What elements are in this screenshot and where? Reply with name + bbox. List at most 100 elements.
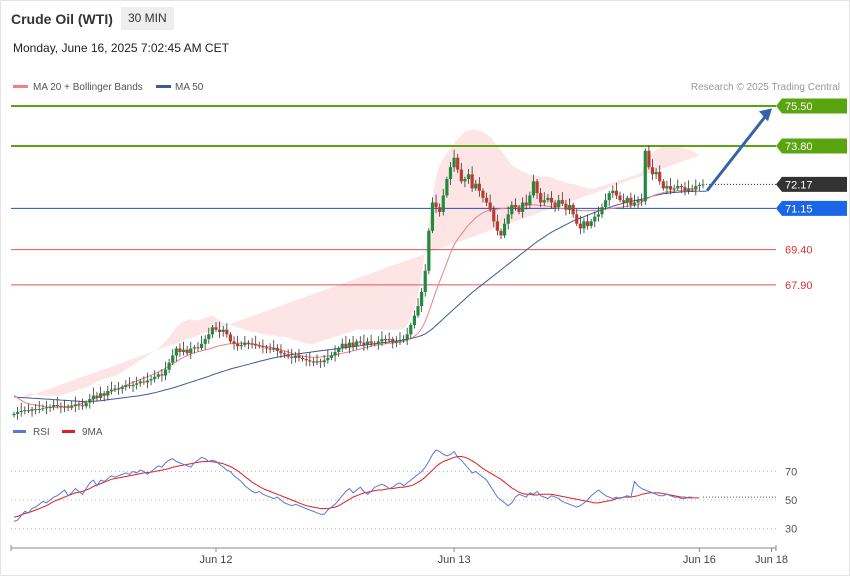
candle-body [647, 150, 651, 168]
candle-body [578, 223, 582, 229]
candle-body [391, 339, 395, 343]
candle [521, 197, 525, 218]
candle [300, 355, 305, 362]
candle [513, 198, 518, 211]
candle [466, 169, 471, 184]
candle [210, 324, 215, 338]
candle [546, 194, 550, 203]
candle [506, 206, 510, 230]
candle [88, 393, 92, 409]
candle [373, 340, 377, 347]
candle [355, 339, 359, 350]
candle-body [308, 360, 312, 362]
candle [441, 188, 445, 216]
candle-body [456, 157, 460, 170]
candle-body [293, 355, 297, 358]
candle [239, 341, 243, 350]
candle [380, 331, 384, 347]
candle-body [214, 327, 218, 330]
candle-body [438, 207, 442, 212]
candle [611, 185, 615, 198]
candle [593, 211, 597, 228]
candle [416, 298, 420, 318]
candle [456, 154, 460, 174]
candle [535, 178, 539, 199]
candle [214, 322, 218, 333]
candle-body [88, 399, 92, 403]
candle-body [355, 341, 359, 347]
candle-body [199, 343, 204, 349]
candle-body [658, 171, 662, 182]
candle-body [149, 379, 153, 381]
candle-body [650, 167, 655, 175]
candle-body [398, 340, 402, 342]
candle [246, 340, 251, 350]
rsi-tick-50: 50 [785, 495, 797, 507]
candle-body [210, 327, 215, 335]
candle [510, 201, 514, 220]
candle [376, 336, 380, 350]
candle-body [380, 339, 384, 342]
last-price-label: 72.17 [776, 176, 847, 192]
candle-body [52, 404, 56, 407]
candle [434, 194, 438, 214]
resistance-1-label-badge [776, 138, 847, 154]
candle [412, 310, 417, 329]
candle-body [600, 207, 604, 215]
last-price-label-badge [776, 176, 847, 192]
candle-body [48, 406, 52, 408]
candle [625, 195, 629, 208]
candle [643, 148, 647, 205]
rsi-legend-swatch [13, 430, 26, 433]
candle [369, 334, 373, 347]
candle [91, 387, 95, 404]
candle-body [679, 186, 683, 188]
ma50-line [13, 190, 707, 402]
candle-body [629, 197, 633, 205]
candle [358, 336, 362, 345]
candle-body [19, 410, 23, 413]
candle-body [138, 381, 142, 384]
candle [70, 400, 74, 411]
candle [604, 193, 608, 210]
candle-body [257, 345, 261, 347]
candle [98, 386, 103, 401]
candle [80, 398, 85, 410]
candle-body [694, 186, 698, 190]
candle [52, 399, 56, 411]
candle [524, 194, 528, 210]
candle [174, 346, 178, 362]
resistance-1-label-text: 73.80 [785, 141, 813, 153]
candle-body [221, 329, 225, 333]
forecast-arrow-head [759, 108, 772, 122]
candle [701, 179, 705, 189]
candle-body [546, 197, 550, 201]
support-2-label: 67.90 [785, 280, 813, 292]
candle-body [506, 214, 510, 224]
candle-body [120, 387, 124, 389]
candle [181, 341, 186, 356]
candle [549, 191, 554, 209]
candle-body [145, 380, 150, 383]
resistance-2-label: 75.50 [776, 98, 847, 114]
candle-body [59, 406, 63, 408]
candle [228, 332, 233, 344]
candle [463, 176, 467, 188]
candle-body [282, 353, 287, 355]
candle-body [95, 395, 99, 398]
candle-body [445, 178, 449, 196]
candle [73, 396, 77, 413]
rsi-legend: RSI 9MA [13, 427, 103, 438]
candle-body [463, 178, 467, 182]
candle-body [430, 202, 435, 231]
candle [106, 385, 110, 401]
candle-body [109, 389, 113, 391]
candle [257, 341, 261, 349]
candle-body [66, 406, 70, 408]
interval-button[interactable]: 30 MIN [121, 7, 174, 30]
candle [567, 198, 572, 215]
candle [196, 342, 200, 352]
candle-body [571, 204, 575, 215]
candle [282, 350, 287, 358]
